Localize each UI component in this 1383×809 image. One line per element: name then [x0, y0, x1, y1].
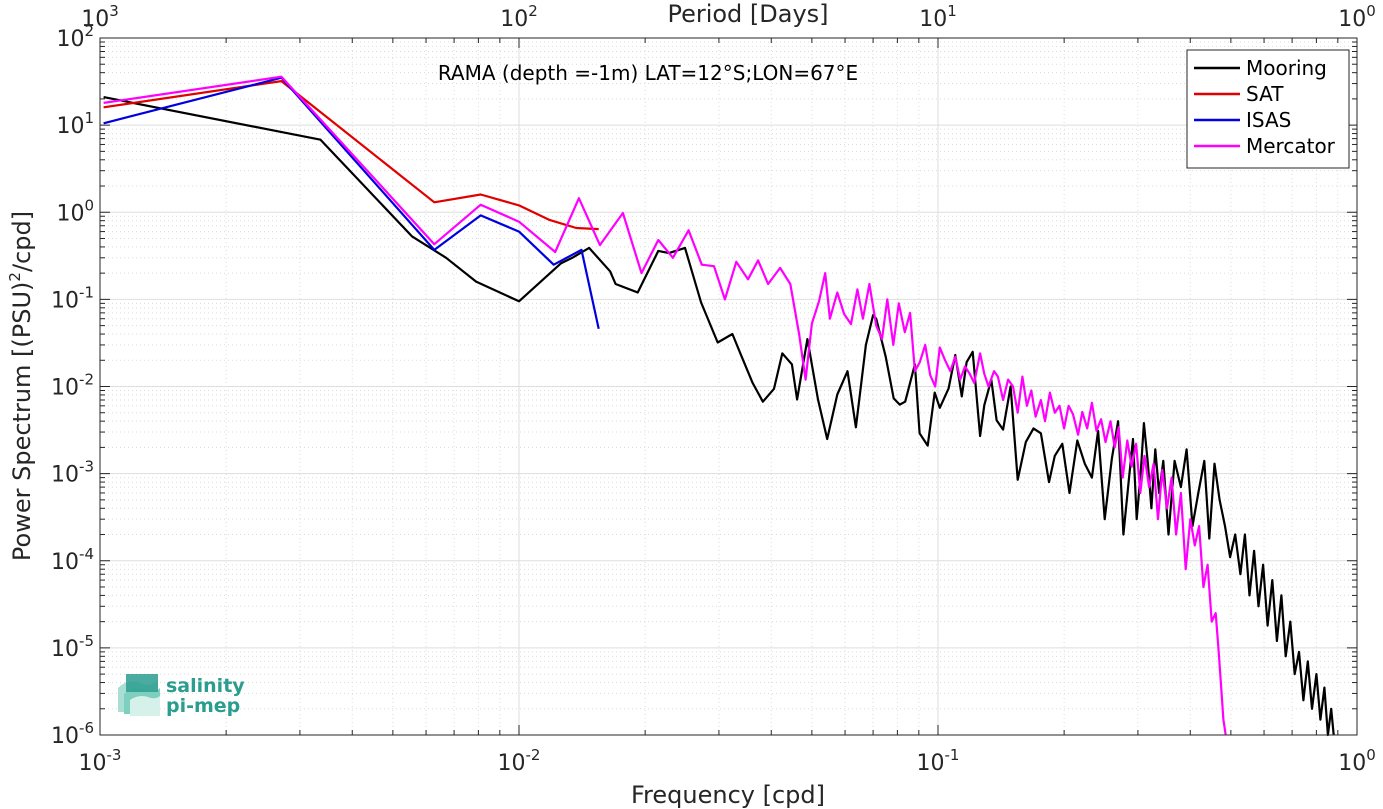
legend-label-mercator: Mercator — [1246, 134, 1336, 158]
y-tick-label: 10-1 — [51, 283, 94, 313]
y-tick-label: 10-5 — [51, 632, 94, 662]
y-axis-title-main: Power Spectrum [(PSU) — [8, 282, 36, 561]
x-tick-label: 100 — [1338, 746, 1376, 776]
series-line-isas — [103, 76, 600, 330]
series-line-mercator — [103, 75, 1227, 736]
top-tick-label: 101 — [919, 2, 957, 32]
y-axis-title: Power Spectrum [(PSU)2/cpd] — [6, 211, 36, 561]
series-line-mooring — [103, 96, 1335, 737]
tick-marks — [99, 37, 1358, 736]
x-tick-label: 10-1 — [917, 746, 960, 776]
y-tick-label: 100 — [56, 196, 94, 226]
x-tick-label: 10-3 — [79, 746, 122, 776]
top-tick-label: 100 — [1338, 2, 1376, 32]
top-axis-title: Period [Days] — [667, 0, 828, 28]
salinity-pi-mep-logo: salinity pi-mep — [118, 674, 245, 717]
y-tick-label: 10-4 — [51, 545, 94, 575]
y-tick-label: 10-6 — [51, 719, 94, 749]
top-tick-label: 103 — [81, 2, 119, 32]
legend-label-sat: SAT — [1246, 82, 1284, 106]
wave-logo-icon — [118, 674, 160, 716]
y-axis-title-superscript: 2 — [6, 272, 24, 282]
legend-label-mooring: Mooring — [1246, 56, 1327, 80]
legend-box — [1186, 49, 1350, 169]
chart-title: RAMA (depth =-1m) LAT=12°S;LON=67°E — [438, 61, 858, 85]
series-lines — [103, 75, 1335, 737]
logo-text-line2: pi-mep — [166, 695, 240, 717]
x-tick-label: 10-2 — [498, 746, 541, 776]
y-tick-label: 10-3 — [51, 458, 94, 488]
y-tick-label: 10-2 — [51, 371, 94, 401]
top-tick-label: 102 — [500, 2, 538, 32]
y-axis-title-tail: /cpd] — [8, 211, 36, 272]
x-axis-title: Frequency [cpd] — [631, 781, 825, 809]
legend-label-isas: ISAS — [1246, 108, 1291, 132]
y-tick-label: 102 — [56, 22, 94, 52]
grid — [99, 37, 1358, 736]
logo-text-line1: salinity — [166, 675, 245, 697]
y-tick-label: 101 — [56, 109, 94, 139]
series-line-sat — [103, 80, 599, 231]
